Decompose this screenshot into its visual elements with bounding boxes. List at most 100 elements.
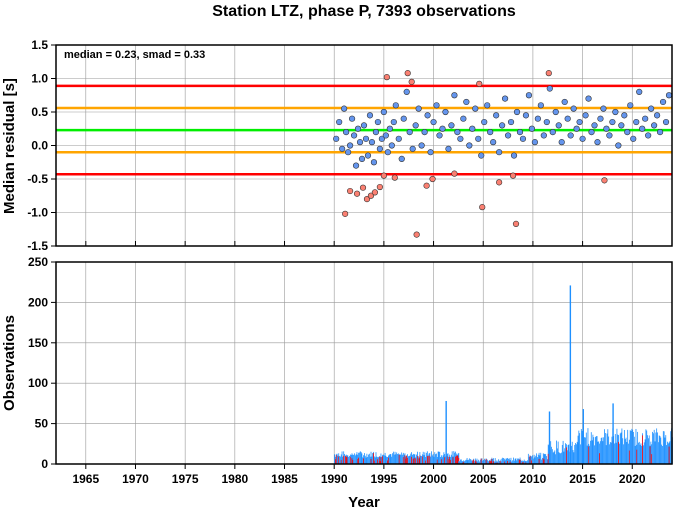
observation-bar (471, 461, 473, 464)
outlier-bar (448, 459, 450, 464)
inlier-point (662, 118, 670, 126)
observation-bar (432, 453, 434, 464)
observation-bar (502, 457, 504, 464)
observation-frame (55, 261, 673, 465)
inlier-point (531, 139, 538, 146)
outlier-bar (411, 456, 412, 464)
observation-bar (520, 459, 522, 464)
outlier-point (429, 175, 436, 183)
observation-bar (442, 455, 444, 464)
observation-bar (366, 453, 368, 464)
observation-bar (607, 429, 609, 464)
observation-bar (438, 451, 440, 464)
observation-bar (482, 460, 484, 464)
observation-bar (360, 451, 362, 464)
observation-bar (347, 455, 349, 464)
outlier-bar (363, 458, 364, 464)
outlier-bar (343, 455, 345, 464)
outlier-bar (456, 455, 458, 464)
outlier-bar (531, 460, 533, 464)
observation-bar (364, 453, 365, 464)
observation-bar (608, 436, 610, 464)
observation-bar (476, 458, 478, 464)
observation-bar (616, 428, 618, 464)
outlier-bar (651, 454, 653, 464)
observation-bar (477, 461, 479, 464)
observation-bar (628, 443, 629, 464)
outlier-bar (358, 457, 360, 464)
observation-bar (390, 454, 392, 464)
inlier-point (366, 112, 374, 119)
observation-bar (508, 458, 510, 464)
outlier-bar (406, 455, 408, 464)
inlier-point (642, 115, 649, 122)
outlier-bar (452, 457, 454, 464)
inlier-point (472, 105, 479, 112)
inlier-point (439, 125, 446, 132)
observation-bar (516, 460, 518, 464)
inlier-point (636, 88, 643, 95)
observation-bar (564, 448, 566, 464)
observation-bar (667, 441, 668, 464)
observation-bar (498, 461, 500, 464)
observation-bar (531, 456, 533, 464)
observation-bar (402, 454, 403, 464)
outlier-bar (457, 455, 459, 464)
outlier-bar (346, 456, 348, 464)
observation-bar (662, 446, 663, 464)
observation-bar (627, 429, 629, 464)
year-tick-label: 1965 (72, 472, 99, 486)
observation-bar (543, 454, 545, 464)
outlier-point (512, 220, 520, 227)
observation-bar (604, 433, 606, 464)
outlier-point (423, 182, 430, 189)
outlier-bar (388, 457, 389, 464)
outlier-bar (344, 455, 346, 464)
inlier-point (433, 102, 440, 109)
observation-bar (352, 454, 354, 464)
outlier-point (408, 78, 415, 85)
inlier-point (448, 122, 455, 129)
inlier-point (487, 129, 494, 136)
inlier-point (555, 122, 562, 129)
outlier-bar (412, 458, 414, 464)
observation-bar (372, 453, 374, 464)
inlier-point (403, 88, 410, 95)
observation-bar (391, 456, 393, 464)
observation-bar (640, 443, 642, 464)
outlier-point (371, 189, 379, 196)
outlier-bar (446, 456, 448, 464)
outlier-point (376, 183, 383, 191)
observation-bar (575, 443, 576, 464)
inlier-point (490, 139, 497, 146)
observation-bar (424, 452, 426, 464)
observation-bar (633, 436, 635, 464)
observation-bar (462, 461, 464, 464)
outlier-bar (373, 453, 374, 464)
observation-bar (423, 455, 425, 464)
inlier-point (659, 98, 667, 106)
observation-bar (435, 454, 437, 464)
observation-y-ticks: 0 50 100 150 200 250 (28, 255, 56, 471)
outlier-bar (349, 456, 351, 464)
observation-bar (647, 435, 648, 464)
outlier-bar (668, 446, 670, 464)
observation-bar (571, 441, 573, 464)
observation-bar (593, 437, 595, 464)
observation-bar (534, 457, 536, 464)
inlier-point (346, 142, 354, 149)
observation-bar (408, 456, 410, 464)
inlier-point (400, 115, 407, 122)
reference-lines (56, 84, 672, 176)
observation-bar (664, 437, 666, 464)
observation-bar (392, 453, 393, 464)
observation-y-axis-label: Observations (1, 315, 18, 411)
outlier-bar (427, 455, 429, 464)
outlier-bar (335, 459, 336, 464)
outlier-bar (450, 459, 451, 464)
observation-bar (368, 454, 369, 464)
observation-bar (525, 460, 527, 464)
outlier-bar (649, 446, 651, 464)
outlier-bar (566, 447, 567, 464)
observation-bar (336, 453, 338, 464)
